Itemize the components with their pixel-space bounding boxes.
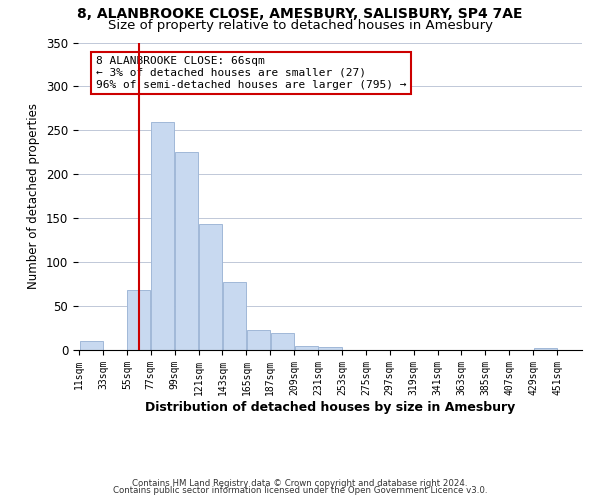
- Text: 8 ALANBROOKE CLOSE: 66sqm
← 3% of detached houses are smaller (27)
96% of semi-d: 8 ALANBROOKE CLOSE: 66sqm ← 3% of detach…: [95, 56, 406, 90]
- Bar: [247, 330, 270, 350]
- Bar: [175, 152, 198, 350]
- Bar: [295, 346, 317, 350]
- Bar: [271, 334, 294, 350]
- X-axis label: Distribution of detached houses by size in Amesbury: Distribution of detached houses by size …: [145, 400, 515, 413]
- Bar: [199, 224, 222, 350]
- Bar: [80, 341, 103, 350]
- Bar: [533, 348, 557, 350]
- Bar: [223, 282, 246, 350]
- Text: Contains HM Land Registry data © Crown copyright and database right 2024.: Contains HM Land Registry data © Crown c…: [132, 478, 468, 488]
- Bar: [127, 290, 151, 350]
- Y-axis label: Number of detached properties: Number of detached properties: [28, 104, 40, 289]
- Bar: [151, 122, 174, 350]
- Text: Size of property relative to detached houses in Amesbury: Size of property relative to detached ho…: [107, 18, 493, 32]
- Text: 8, ALANBROOKE CLOSE, AMESBURY, SALISBURY, SP4 7AE: 8, ALANBROOKE CLOSE, AMESBURY, SALISBURY…: [77, 8, 523, 22]
- Text: Contains public sector information licensed under the Open Government Licence v3: Contains public sector information licen…: [113, 486, 487, 495]
- Bar: [319, 348, 341, 350]
